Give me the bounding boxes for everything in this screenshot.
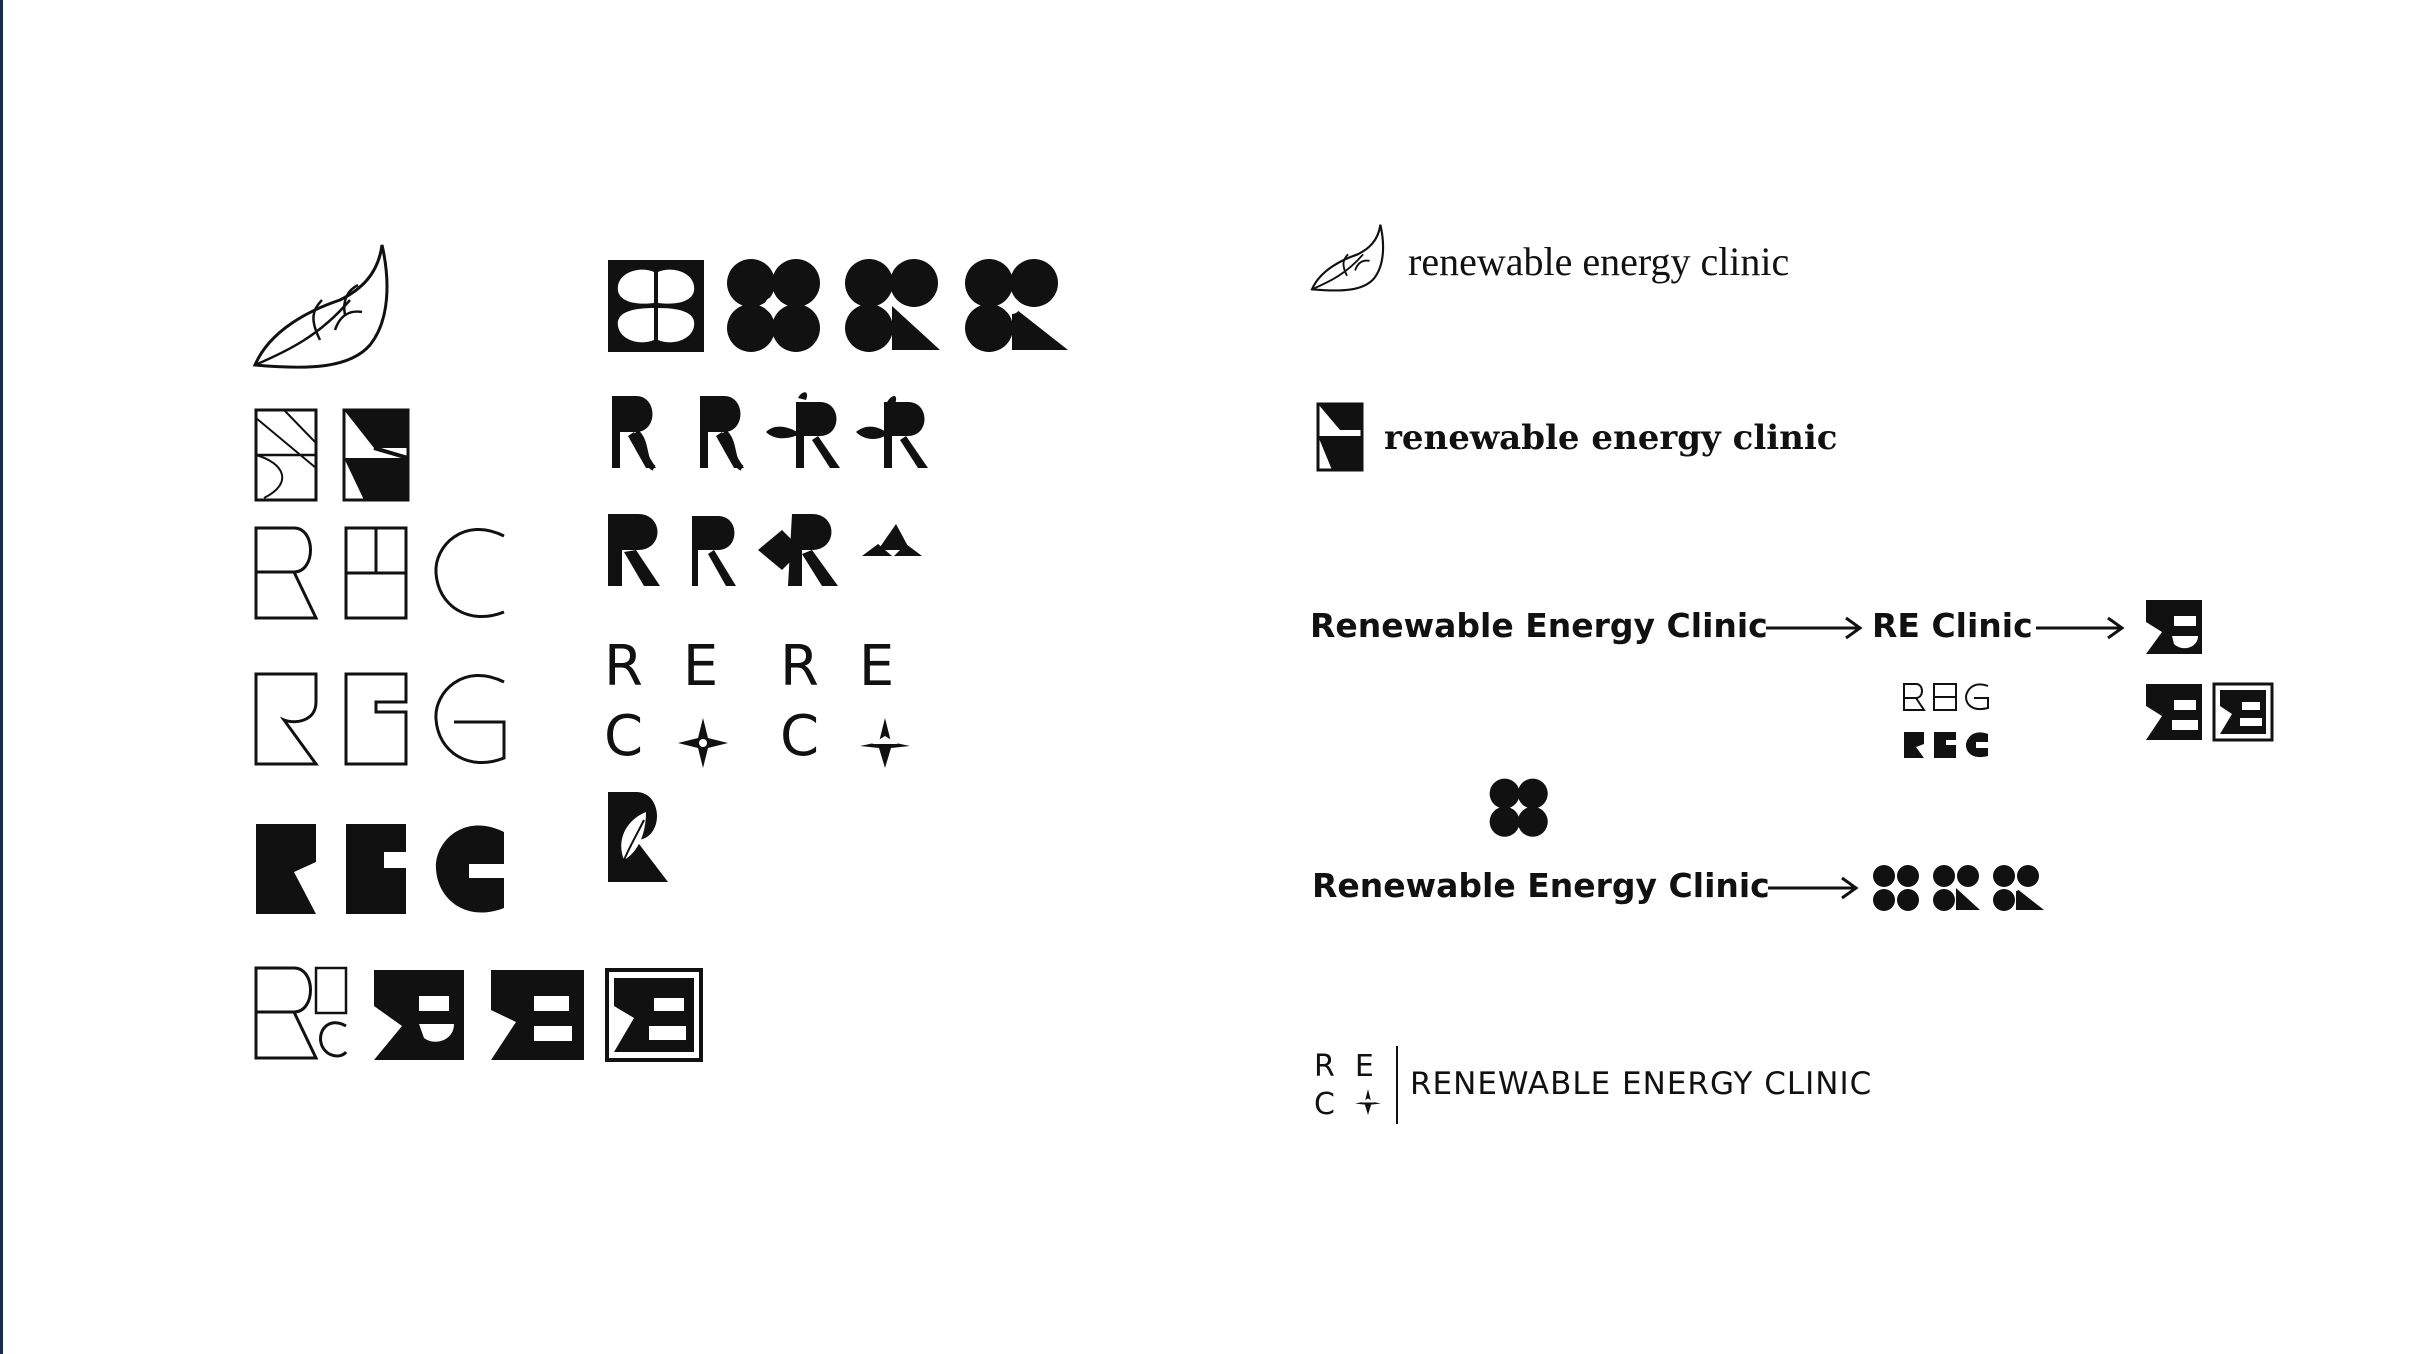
- r-leaf-icon: [608, 792, 668, 882]
- leaf-icon: [1310, 224, 1385, 292]
- grid-sketch-icon: [254, 408, 410, 502]
- re-mark-pair: [2146, 682, 2274, 742]
- solid-rec-row: [256, 824, 504, 914]
- arrow-right-icon: [1768, 876, 1859, 900]
- letter-e: E: [858, 634, 935, 699]
- outline-rec-row-2: [254, 672, 506, 766]
- arrow-right-icon: [1766, 616, 1863, 640]
- outline-rec-row-1: [254, 526, 505, 620]
- outline-rec-small: [1903, 683, 1989, 711]
- leaf-icon: [252, 244, 389, 369]
- arrow-right-icon: [2036, 616, 2125, 640]
- solid-rec-small: [1904, 732, 1988, 758]
- monogram-letters: RE C: [1314, 1048, 1394, 1124]
- flower-mark-row: [608, 259, 1068, 352]
- re-mark-icon: [2146, 600, 2202, 654]
- flower-marks-small: [1873, 865, 2044, 911]
- trident-spark-icon: [1355, 1089, 1381, 1115]
- letter-r: R: [780, 634, 859, 699]
- block-mark-icon: [1316, 402, 1364, 472]
- monogram-divider: [1396, 1046, 1398, 1124]
- bold-r-variations: [608, 514, 922, 586]
- letter-e: E: [682, 634, 759, 699]
- letter-c: C: [780, 704, 860, 769]
- leaf-wordmark: renewable energy clinic: [1408, 239, 1790, 284]
- block-wordmark: renewable energy clinic: [1384, 418, 1838, 458]
- combined-rec-marks: [254, 966, 703, 1062]
- trident-spark-icon: [860, 718, 910, 768]
- letter-set-a: RE C: [604, 632, 758, 772]
- serif-r-variations: [612, 392, 928, 471]
- flower-icon: [1489, 778, 1548, 837]
- left-edge-bar: [0, 0, 3, 1354]
- short-name-text: RE Clinic: [1872, 606, 2033, 645]
- spark-icon: [678, 718, 728, 768]
- monogram-wordmark: RENEWABLE ENERGY CLINIC: [1410, 1066, 1873, 1102]
- full-name-text-2: Renewable Energy Clinic: [1312, 866, 1770, 905]
- letter-c: C: [604, 704, 684, 769]
- monogram-e: E: [1354, 1049, 1394, 1084]
- letter-set-b: RE C: [780, 632, 934, 772]
- monogram-c: C: [1314, 1087, 1355, 1122]
- monogram-r: R: [1314, 1049, 1355, 1084]
- full-name-text: Renewable Energy Clinic: [1310, 606, 1768, 645]
- letter-r: R: [604, 634, 683, 699]
